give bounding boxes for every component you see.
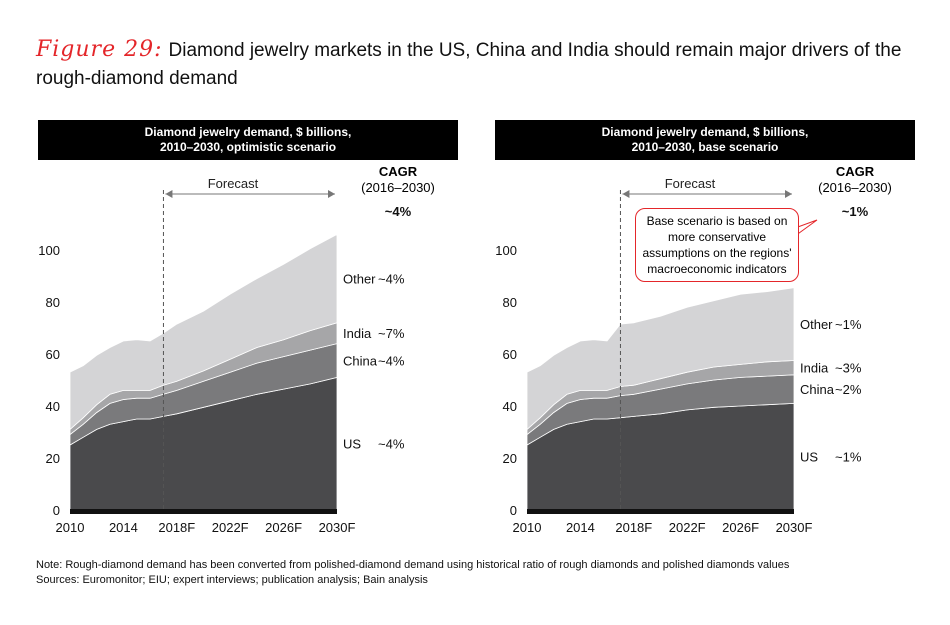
figure-label: Figure 29: (36, 37, 163, 62)
cagr-title: CAGR (378, 164, 418, 179)
y-tick-label: 0 (510, 503, 517, 518)
x-tick-label: 2030F (776, 520, 813, 535)
area-other (526, 287, 795, 431)
sources-text: Sources: Euromonitor; EIU; expert interv… (36, 574, 428, 586)
x-axis-line (70, 509, 337, 514)
series-cagr-india: ~3% (835, 361, 862, 376)
figure-title: Figure 29: Diamond jewelry markets in the… (36, 36, 926, 93)
series-cagr-us: ~1% (835, 450, 862, 465)
x-tick-label: 2022F (669, 520, 706, 535)
series-label-us: US (800, 450, 818, 465)
cagr-total: ~1% (842, 204, 869, 219)
x-axis-line (527, 509, 794, 514)
forecast-arrow-left (622, 190, 630, 198)
x-tick-label: 2030F (319, 520, 356, 535)
y-tick-label: 80 (503, 295, 517, 310)
series-cagr-india: ~7% (378, 326, 405, 341)
callout-annotation: Base scenario is based on more conservat… (635, 208, 799, 282)
x-tick-label: 2026F (265, 520, 302, 535)
chart-panel-optimistic: Diamond jewelry demand, $ billions, 2010… (38, 120, 458, 535)
x-tick-label: 2014 (566, 520, 595, 535)
area-chart-base: 0 20 40 60 80 100 2010 2014 2018F 2022F 2026F 2030F… (495, 190, 869, 535)
cagr-period: (2016–2030) (361, 180, 435, 195)
chart-title-line2: 2010–2030, optimistic scenario (159, 140, 337, 154)
series-label-other: Other (343, 272, 376, 287)
y-tick-label: 80 (46, 295, 60, 310)
series-cagr-china: ~2% (835, 382, 862, 397)
cagr-title: CAGR (835, 164, 875, 179)
y-tick-label: 20 (46, 451, 60, 466)
y-tick-label: 100 (38, 243, 60, 258)
x-tick-label: 2018F (158, 520, 195, 535)
footnote: Note: Rough-diamond demand has been conv… (36, 558, 789, 588)
x-tick-label: 2026F (722, 520, 759, 535)
area-other (69, 233, 338, 431)
note-text: Note: Rough-diamond demand has been conv… (36, 559, 790, 571)
x-tick-label: 2010 (513, 520, 542, 535)
y-tick-label: 40 (46, 399, 60, 414)
cagr-period: (2016–2030) (818, 180, 892, 195)
chart-panel-base: Diamond jewelry demand, $ billions, 2010… (495, 120, 915, 535)
series-cagr-us: ~4% (378, 437, 405, 452)
chart-title-line1: Diamond jewelry demand, $ billions, (601, 125, 809, 139)
area-chart-optimistic: 0 20 40 60 80 100 2010 2014 2018F 2022F 2026F 2030F… (38, 190, 412, 535)
forecast-label: Forecast (207, 176, 259, 191)
x-tick-label: 2022F (212, 520, 249, 535)
y-tick-label: 100 (495, 243, 517, 258)
chart-title-line2: 2010–2030, base scenario (631, 140, 779, 154)
forecast-arrow-right (785, 190, 792, 198)
series-cagr-china: ~4% (378, 354, 405, 369)
x-tick-label: 2014 (109, 520, 138, 535)
x-tick-label: 2010 (56, 520, 85, 535)
series-cagr-other: ~1% (835, 317, 862, 332)
series-label-us: US (343, 437, 361, 452)
chart-title-line1: Diamond jewelry demand, $ billions, (144, 125, 352, 139)
series-label-china: China (800, 382, 835, 397)
chart-header-optimistic: Diamond jewelry demand, $ billions, 2010… (38, 120, 458, 160)
y-tick-label: 40 (503, 399, 517, 414)
y-tick-label: 60 (503, 347, 517, 362)
y-tick-label: 20 (503, 451, 517, 466)
figure-title-text: Diamond jewelry markets in the US, China… (36, 40, 902, 89)
series-label-china: China (343, 354, 378, 369)
x-tick-label: 2018F (615, 520, 652, 535)
series-label-india: India (343, 326, 372, 341)
series-label-india: India (800, 361, 829, 376)
y-tick-label: 0 (53, 503, 60, 518)
forecast-arrow-right (328, 190, 335, 198)
y-tick-label: 60 (46, 347, 60, 362)
forecast-label: Forecast (664, 176, 716, 191)
series-label-other: Other (800, 317, 833, 332)
series-cagr-other: ~4% (378, 272, 405, 287)
chart-header-base: Diamond jewelry demand, $ billions, 2010… (495, 120, 915, 160)
cagr-total: ~4% (385, 204, 412, 219)
forecast-arrow-left (165, 190, 173, 198)
